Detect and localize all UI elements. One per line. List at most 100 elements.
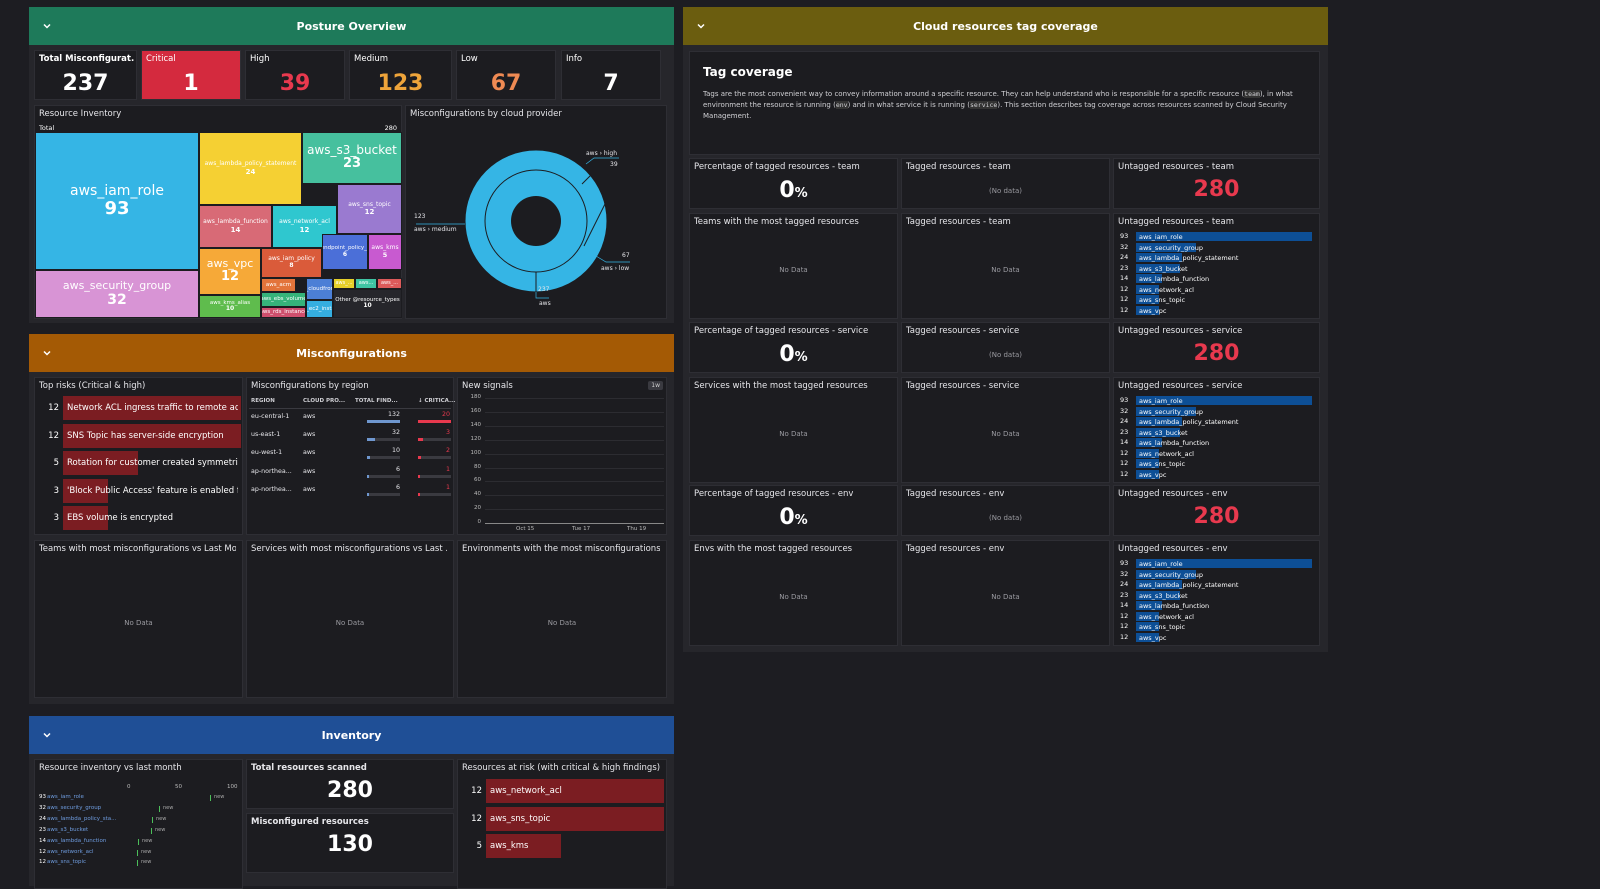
at-risk-row[interactable]: 12 aws_sns_topic — [462, 806, 664, 831]
untagged-row[interactable]: 24 aws_lambda_policy_statement — [1120, 253, 1311, 262]
treemap-cell[interactable]: aws_acm — [261, 278, 296, 292]
inventory-row[interactable]: 14 aws_lambda_function new — [39, 838, 239, 848]
tagged-resources-widget[interactable]: Tagged resources - env (No data) — [901, 485, 1110, 536]
risk-row[interactable]: 3 'Block Public Access' feature is enable… — [39, 478, 238, 503]
pct-tagged-widget[interactable]: Percentage of tagged resources - env 0% — [689, 485, 898, 536]
at-risk-row[interactable]: 12 aws_network_acl — [462, 779, 664, 803]
untagged-row[interactable]: 12 aws_network_acl — [1120, 448, 1311, 458]
treemap-cell[interactable]: aws_... — [333, 278, 355, 289]
treemap-cell[interactable]: aws_lambda_policy_statement 24 — [199, 132, 302, 205]
table-header-cell[interactable]: REGION — [251, 398, 275, 404]
envs-misconfig-widget[interactable]: Environments with the most misconfigurat… — [457, 540, 667, 698]
treemap-cell[interactable]: aws_lambda_function 14 — [199, 205, 272, 248]
inventory-row[interactable]: 93 aws_iam_role new — [39, 794, 239, 804]
treemap-cell[interactable]: aws_security_group 32 — [35, 270, 199, 318]
risk-row[interactable]: 12 Network ACL ingress traffic to remote … — [39, 396, 241, 420]
at-risk-row[interactable]: 5 aws_kms — [462, 834, 662, 858]
resources-at-risk-widget[interactable]: Resources at risk (with critical & high … — [457, 759, 667, 889]
inventory-row[interactable]: 12 aws_sns_topic new — [39, 859, 239, 869]
treemap-cell[interactable]: aws_vpc 12 — [199, 248, 261, 295]
treemap-cell[interactable]: aws_kms 5 — [368, 234, 402, 270]
misconfigurations-header[interactable]: Misconfigurations — [29, 334, 674, 372]
untagged-row[interactable]: 23 aws_s3_bucket — [1120, 590, 1311, 600]
untagged-row[interactable]: 12 aws_vpc — [1120, 632, 1311, 642]
untagged-row[interactable]: 93 aws_iam_role — [1120, 232, 1312, 241]
inventory-row[interactable]: 23 aws_s3_bucket new — [39, 827, 239, 837]
treemap-cell[interactable]: aws_iam_policy 8 — [261, 248, 322, 278]
treemap-cell[interactable]: aws_sns_topic 12 — [337, 184, 402, 234]
chevron-down-icon[interactable] — [695, 20, 707, 32]
most-tagged-widget[interactable]: Envs with the most tagged resources No Da… — [689, 540, 898, 646]
table-header-cell[interactable]: ↓ CRITICA... — [418, 398, 456, 404]
tagged-resources-widget[interactable]: Tagged resources - team (No data) — [901, 158, 1110, 209]
untagged-row[interactable]: 12 aws_network_acl — [1120, 611, 1311, 621]
pct-tagged-widget[interactable]: Percentage of tagged resources - team 0% — [689, 158, 898, 209]
untagged-row[interactable]: 24 aws_lambda_policy_statement — [1120, 417, 1311, 426]
inventory-row[interactable]: 32 aws_security_group new — [39, 805, 239, 815]
untagged-list-widget[interactable]: Untagged resources - service 93 aws_iam_ro… — [1113, 377, 1320, 483]
misconfig-by-provider-widget[interactable]: Misconfigurations by cloud provider aws … — [405, 105, 667, 319]
pct-tagged-widget[interactable]: Percentage of tagged resources - service… — [689, 322, 898, 373]
tagged-resources-widget[interactable]: Tagged resources - service (No data) — [901, 322, 1110, 373]
untagged-row[interactable]: 14 aws_lambda_function — [1120, 274, 1311, 283]
untagged-row[interactable]: 93 aws_iam_role — [1120, 396, 1312, 405]
untagged-row[interactable]: 32 aws_security_group — [1120, 406, 1311, 416]
tagged-list-widget[interactable]: Tagged resources - service No Data — [901, 377, 1110, 483]
treemap-cell[interactable]: aws_iam_role 93 — [35, 132, 199, 270]
untagged-row[interactable]: 24 aws_lambda_policy_statement — [1120, 580, 1311, 589]
treemap-cell[interactable]: Other @resource_types 10 — [333, 289, 402, 318]
teams-misconfig-widget[interactable]: Teams with most misconfigurations vs Las… — [34, 540, 243, 698]
total-scanned-widget[interactable]: Total resources scanned 280 — [246, 759, 454, 809]
risk-row[interactable]: 5 Rotation for customer created symmetric… — [39, 451, 238, 475]
treemap-cell[interactable]: aws_s3_bucket 23 — [302, 132, 402, 184]
treemap-cell[interactable]: aws_vpc_endpoint_policy_statement6 — [322, 234, 368, 270]
severity-counter[interactable]: Info 7 — [561, 50, 661, 100]
untagged-row[interactable]: 14 aws_lambda_function — [1120, 601, 1311, 610]
untagged-row[interactable]: 12 aws_vpc — [1120, 305, 1311, 315]
untagged-row[interactable]: 32 aws_security_group — [1120, 569, 1311, 579]
treemap-cell[interactable]: aws_... — [377, 278, 402, 289]
inventory-vs-last-month-widget[interactable]: Resource inventory vs last month 0 50 100 9… — [34, 759, 243, 889]
chevron-down-icon[interactable] — [41, 20, 53, 32]
new-signals-widget[interactable]: New signals 1w 180 160 140 120 100 80 60 40 20 0 O… — [457, 377, 667, 535]
treemap-cell[interactable]: aws_ebs_volume — [261, 292, 306, 307]
untagged-row[interactable]: 12 aws_sns_topic — [1120, 622, 1311, 631]
untagged-row[interactable]: 12 aws_sns_topic — [1120, 459, 1311, 468]
top-risks-widget[interactable]: Top risks (Critical & high) 12 Network AC… — [34, 377, 243, 535]
misconfigured-resources-widget[interactable]: Misconfigured resources 130 — [246, 813, 454, 873]
table-header-cell[interactable]: TOTAL FIND... — [355, 398, 398, 404]
severity-counter[interactable]: Critical 1 — [141, 50, 241, 100]
table-header-cell[interactable]: CLOUD PRO... — [303, 398, 346, 404]
inventory-row[interactable]: 12 aws_network_acl new — [39, 849, 239, 859]
misconfig-by-region-widget[interactable]: Misconfigurations by region REGION CLOUD … — [246, 377, 456, 535]
posture-overview-header[interactable]: Posture Overview — [29, 7, 674, 45]
treemap-cell[interactable]: aws_rds_instance — [261, 307, 306, 318]
chevron-down-icon[interactable] — [41, 347, 53, 359]
treemap-cell[interactable]: aws_kms_alias 10 — [199, 295, 261, 318]
untagged-list-widget[interactable]: Untagged resources - env 93 aws_iam_role 32… — [1113, 540, 1320, 646]
resource-inventory-widget[interactable]: Resource Inventory Total 280 aws_iam_rol… — [34, 105, 402, 319]
severity-counter[interactable]: Total Misconfigurat... 237 — [34, 50, 137, 100]
untagged-count-widget[interactable]: Untagged resources - team 280 — [1113, 158, 1320, 209]
most-tagged-widget[interactable]: Services with the most tagged resources N… — [689, 377, 898, 483]
risk-row[interactable]: 12 SNS Topic has server-side encryption — [39, 423, 241, 448]
untagged-row[interactable]: 23 aws_s3_bucket — [1120, 427, 1311, 437]
severity-counter[interactable]: Medium 123 — [349, 50, 452, 100]
severity-counter[interactable]: High 39 — [245, 50, 345, 100]
timeframe-badge[interactable]: 1w — [648, 381, 663, 390]
services-misconfig-widget[interactable]: Services with most misconfigurations vs … — [246, 540, 454, 698]
treemap-cell[interactable]: aws_cloudfront_... — [306, 278, 333, 300]
treemap-cell[interactable]: aws... — [355, 278, 377, 289]
tagged-list-widget[interactable]: Tagged resources - team No Data — [901, 213, 1110, 319]
most-tagged-widget[interactable]: Teams with the most tagged resources No D… — [689, 213, 898, 319]
tag-coverage-header[interactable]: Cloud resources tag coverage — [683, 7, 1328, 45]
untagged-count-widget[interactable]: Untagged resources - env 280 — [1113, 485, 1320, 536]
untagged-row[interactable]: 14 aws_lambda_function — [1120, 438, 1311, 447]
untagged-row[interactable]: 93 aws_iam_role — [1120, 559, 1312, 568]
untagged-row[interactable]: 12 aws_vpc — [1120, 469, 1311, 479]
tagged-list-widget[interactable]: Tagged resources - env No Data — [901, 540, 1110, 646]
chevron-down-icon[interactable] — [41, 729, 53, 741]
untagged-row[interactable]: 32 aws_security_group — [1120, 242, 1311, 252]
treemap-cell[interactable]: aws_ec2_instan... — [306, 300, 333, 318]
untagged-row[interactable]: 23 aws_s3_bucket — [1120, 263, 1311, 273]
